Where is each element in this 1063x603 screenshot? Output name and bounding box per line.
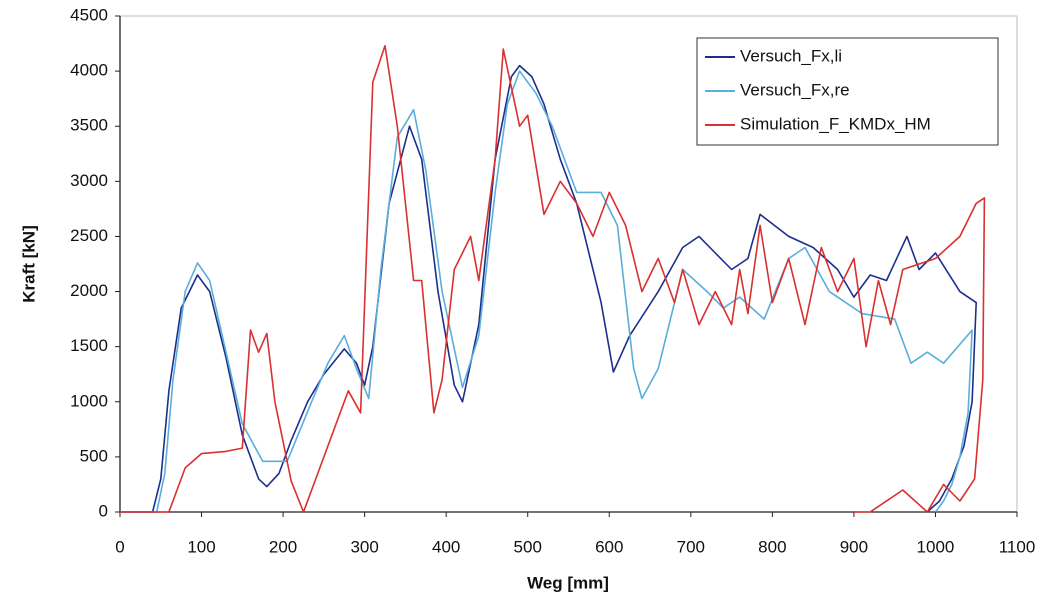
y-axis-label: Kraft [kN]: [19, 225, 38, 302]
x-tick-label: 1000: [917, 537, 955, 556]
y-tick-label: 4500: [70, 5, 108, 24]
y-tick-label: 3000: [70, 171, 108, 190]
legend-label: Versuch_Fx,li: [740, 46, 842, 65]
x-tick-label: 900: [840, 537, 868, 556]
x-tick-label: 200: [269, 537, 297, 556]
y-tick-label: 0: [99, 501, 108, 520]
series-line: [120, 70, 973, 513]
x-tick-label: 300: [350, 537, 378, 556]
series-line: [120, 45, 986, 513]
x-tick-label: 800: [758, 537, 786, 556]
x-tick-label: 400: [432, 537, 460, 556]
y-tick-label: 3500: [70, 116, 108, 135]
x-tick-label: 500: [514, 537, 542, 556]
series-line: [120, 64, 977, 513]
y-tick-label: 2500: [70, 226, 108, 245]
x-tick-label: 0: [115, 537, 124, 556]
y-tick-label: 1000: [70, 391, 108, 410]
y-tick-label: 2000: [70, 281, 108, 300]
x-tick-label: 700: [677, 537, 705, 556]
y-tick-label: 1500: [70, 336, 108, 355]
y-tick-label: 500: [80, 446, 108, 465]
legend-label: Simulation_F_KMDx_HM: [740, 114, 931, 133]
x-axis-label: Weg [mm]: [527, 573, 609, 592]
y-tick-label: 4000: [70, 61, 108, 80]
legend-box: [696, 37, 999, 146]
x-tick-label: 600: [595, 537, 623, 556]
x-tick-label: 1100: [999, 537, 1036, 556]
x-tick-label: 100: [187, 537, 215, 556]
legend-label: Versuch_Fx,re: [740, 80, 850, 99]
